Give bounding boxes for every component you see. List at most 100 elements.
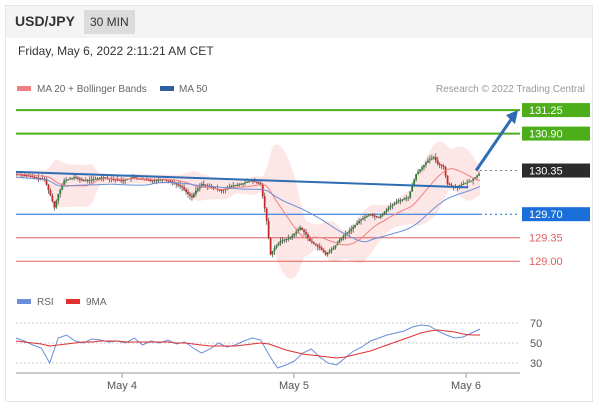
candle-body — [163, 179, 166, 181]
level-label-box — [522, 207, 590, 222]
candle-body — [326, 252, 329, 255]
candle-body — [242, 183, 244, 185]
candle-body — [161, 179, 164, 181]
candle-body — [377, 216, 380, 218]
candle-body — [364, 216, 366, 219]
candle-body — [75, 177, 77, 179]
candle-body — [253, 181, 256, 183]
candle-body — [305, 232, 307, 235]
candle-body — [126, 179, 128, 181]
candle-body — [430, 158, 433, 160]
candle-body — [57, 194, 60, 201]
chart-header: USD/JPY 30 MIN — [6, 6, 592, 38]
time-axis: May 4 May 5 May 6 — [16, 372, 520, 392]
candle-body — [202, 183, 205, 185]
candle-body — [334, 245, 337, 248]
candle-body — [281, 240, 284, 242]
candle-body — [232, 185, 235, 187]
candle-body — [383, 211, 386, 214]
candle-body — [47, 184, 50, 191]
candle-body — [448, 183, 451, 185]
candle-body — [279, 241, 282, 244]
candle-body — [55, 200, 58, 208]
candle-body — [149, 180, 152, 182]
candle-body — [273, 247, 276, 252]
candle-body — [460, 184, 463, 186]
candle-body — [122, 180, 125, 182]
candle-body — [67, 179, 70, 181]
candle-body — [179, 185, 182, 187]
candle-body — [338, 240, 341, 243]
candle-body — [283, 239, 286, 241]
candle-body — [82, 179, 85, 181]
legend-label-9ma: 9MA — [86, 297, 107, 308]
interval-button[interactable]: 30 MIN — [84, 10, 135, 34]
candle-body — [250, 180, 252, 182]
legend-label-rsi: RSI — [37, 297, 54, 308]
candle-body — [27, 175, 30, 177]
candle-body — [114, 179, 117, 181]
candle-body — [373, 215, 376, 217]
candle-body — [342, 236, 345, 238]
candle-body — [143, 179, 146, 181]
level-label: 130.35 — [529, 166, 563, 178]
level-label: 129.70 — [529, 209, 563, 221]
candle-body — [275, 245, 278, 248]
candle-body — [177, 184, 180, 186]
candle-body — [472, 178, 475, 181]
research-credit: Research © 2022 Trading Central — [436, 84, 585, 95]
candle-body — [413, 179, 416, 186]
candle-body — [222, 189, 225, 191]
legend-label-ma50: MA 50 — [179, 84, 208, 95]
candle-body — [145, 179, 148, 181]
legend-swatch-rsi — [17, 299, 31, 304]
candle-body — [189, 194, 191, 196]
candle-body — [90, 179, 93, 181]
candle-body — [340, 237, 343, 241]
candle-body — [440, 164, 443, 167]
candle-body — [132, 177, 134, 179]
candle-body — [53, 201, 56, 208]
timestamp: Friday, May 6, 2022 2:11:21 AM CET — [18, 44, 214, 58]
candle-body — [20, 174, 22, 176]
candle-body — [65, 179, 68, 181]
candle-body — [470, 180, 473, 182]
candle-body — [468, 181, 471, 183]
candle-body — [381, 213, 384, 216]
candle-body — [265, 208, 268, 221]
candle-body — [320, 247, 323, 251]
candle-body — [35, 177, 38, 179]
candle-body — [287, 238, 290, 240]
candle-body — [175, 183, 178, 185]
rsi-plot-area: 70 50 30 — [15, 318, 542, 370]
candle-body — [183, 187, 186, 190]
candle-body — [450, 184, 453, 186]
candle-body — [29, 176, 32, 178]
candle-body — [31, 176, 34, 178]
candle-body — [236, 184, 239, 186]
candle-body — [100, 177, 103, 179]
trendline — [15, 170, 469, 189]
candle-body — [92, 179, 95, 181]
candle-body — [269, 237, 272, 255]
candle-body — [285, 239, 288, 241]
candle-body — [310, 241, 313, 243]
candle-body — [191, 195, 193, 198]
candle-body — [112, 178, 115, 180]
candle-body — [368, 214, 370, 216]
candle-body — [234, 185, 237, 187]
candle-body — [59, 189, 62, 195]
candle-body — [425, 162, 427, 165]
chart-widget: USD/JPY 30 MIN Friday, May 6, 2022 2:11:… — [5, 5, 593, 402]
candle-body — [141, 178, 144, 180]
candle-body — [104, 177, 107, 179]
candle-body — [21, 174, 24, 176]
candle-body — [432, 157, 435, 159]
candle-body — [419, 169, 421, 172]
time-axis-label: May 4 — [107, 380, 137, 392]
level-label: 129.00 — [529, 256, 563, 268]
candle-body — [352, 226, 355, 229]
rsi-line — [15, 324, 481, 369]
candle-body — [228, 186, 231, 188]
forecast-arrow — [474, 117, 514, 172]
